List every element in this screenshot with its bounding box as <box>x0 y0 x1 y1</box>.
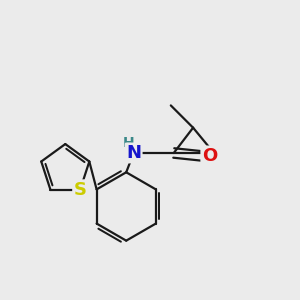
Text: O: O <box>202 147 217 165</box>
Text: H: H <box>122 136 134 151</box>
Text: N: N <box>126 144 141 162</box>
Text: S: S <box>74 181 87 199</box>
